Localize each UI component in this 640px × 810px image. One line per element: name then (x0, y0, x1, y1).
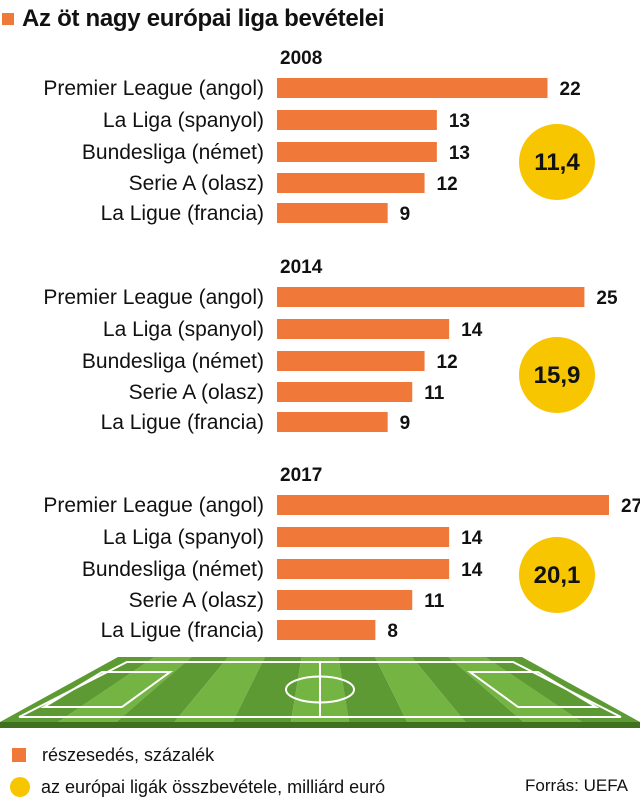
pitch-stripe (411, 657, 524, 722)
bar-2008-3 (277, 173, 425, 193)
bar-2017-1 (277, 527, 450, 547)
category-label-2008-2: Bundesliga (német) (82, 141, 264, 164)
value-label-2008-4: 9 (400, 204, 411, 225)
pitch-stripe (0, 657, 155, 722)
value-label-2008-3: 12 (437, 174, 458, 195)
legend-item-share: részesedés, százalék (12, 742, 385, 768)
bar-2014-0 (277, 287, 585, 307)
bar-2017-2 (277, 559, 450, 579)
value-label-2014-3: 11 (424, 383, 445, 404)
value-label-2014-4: 9 (400, 413, 411, 434)
value-label-2014-2: 12 (437, 352, 458, 373)
title-marker-icon (2, 13, 14, 25)
bar-2014-2 (277, 351, 425, 371)
year-label-2008: 2008 (280, 48, 322, 69)
total-label-2008: 11,4 (534, 149, 580, 176)
legend-square-icon (12, 748, 26, 762)
pitch-centre-circle (285, 675, 355, 704)
legend-circle-icon (10, 777, 30, 797)
category-label-2017-4: La Ligue (francia) (101, 619, 264, 642)
bar-2014-1 (277, 319, 450, 339)
category-label-2014-4: La Ligue (francia) (101, 411, 264, 434)
value-label-2017-0: 27 (621, 496, 640, 517)
bar-2017-0 (277, 495, 609, 515)
pitch-boundary-line (18, 661, 622, 718)
value-label-2017-4: 8 (387, 621, 398, 642)
bar-2008-4 (277, 203, 388, 223)
value-label-2008-2: 13 (449, 143, 470, 164)
source-note: Forrás: UEFA (525, 776, 628, 795)
category-label-2008-1: La Liga (spanyol) (103, 109, 264, 132)
category-label-2014-3: Serie A (olasz) (129, 381, 264, 404)
pitch-edge (0, 722, 640, 728)
pitch-stripe (448, 657, 582, 722)
category-label-2017-2: Bundesliga (német) (82, 558, 264, 581)
pitch-stripe (232, 657, 302, 722)
pitch-penalty-box-right (466, 671, 600, 708)
year-label-2017: 2017 (280, 465, 322, 486)
bar-2017-4 (277, 620, 376, 640)
value-label-2017-3: 11 (424, 591, 445, 612)
bar-chart: 2008 Premier League (angol) 22 La Liga (spa… (0, 48, 640, 728)
category-label-2014-2: Bundesliga (német) (82, 350, 264, 373)
pitch-stripe (338, 657, 408, 722)
year-label-2014: 2014 (280, 257, 323, 278)
legend-item-total: az európai ligák összbevétele, milliárd … (10, 774, 386, 800)
value-label-2014-1: 14 (461, 320, 483, 341)
category-label-2017-3: Serie A (olasz) (129, 589, 264, 612)
category-label-2008-4: La Ligue (francia) (101, 202, 264, 225)
category-label-2017-0: Premier League (angol) (43, 494, 264, 517)
category-label-2008-0: Premier League (angol) (43, 77, 264, 100)
legend-label-total: az európai ligák összbevétele, milliárd … (41, 776, 386, 797)
category-label-2017-1: La Liga (spanyol) (103, 526, 264, 549)
pitch-stripe (58, 657, 192, 722)
pitch-stripe (375, 657, 466, 722)
value-label-2014-0: 25 (596, 288, 618, 309)
pitch-stripe (116, 657, 229, 722)
bar-2008-0 (277, 78, 548, 98)
total-circle-2008 (519, 124, 595, 200)
pitch-penalty-box-left (40, 671, 174, 708)
category-label-2008-3: Serie A (olasz) (129, 172, 264, 195)
legend: részesedés, százalék az európai ligák ös… (10, 742, 386, 806)
bar-2017-3 (277, 590, 413, 610)
category-label-2014-1: La Liga (spanyol) (103, 318, 264, 341)
bar-2014-3 (277, 382, 413, 402)
bar-2014-4 (277, 412, 388, 432)
category-label-2014-0: Premier League (angol) (43, 286, 264, 309)
value-label-2017-2: 14 (461, 560, 483, 581)
bar-2008-1 (277, 110, 437, 130)
chart-title: Az öt nagy európai liga bevételei (0, 4, 385, 34)
total-circle-2017 (519, 537, 595, 613)
total-label-2017: 20,1 (534, 562, 581, 589)
legend-label-share: részesedés, százalék (42, 744, 215, 765)
total-circle-2014 (519, 337, 595, 413)
chart-title-text: Az öt nagy európai liga bevételei (22, 5, 385, 32)
total-label-2014: 15,9 (534, 362, 581, 389)
value-label-2008-0: 22 (560, 79, 581, 100)
bar-2008-2 (277, 142, 437, 162)
value-label-2017-1: 14 (461, 528, 483, 549)
value-label-2008-1: 13 (449, 111, 470, 132)
pitch-stripe (174, 657, 265, 722)
pitch-stripe (485, 657, 640, 722)
